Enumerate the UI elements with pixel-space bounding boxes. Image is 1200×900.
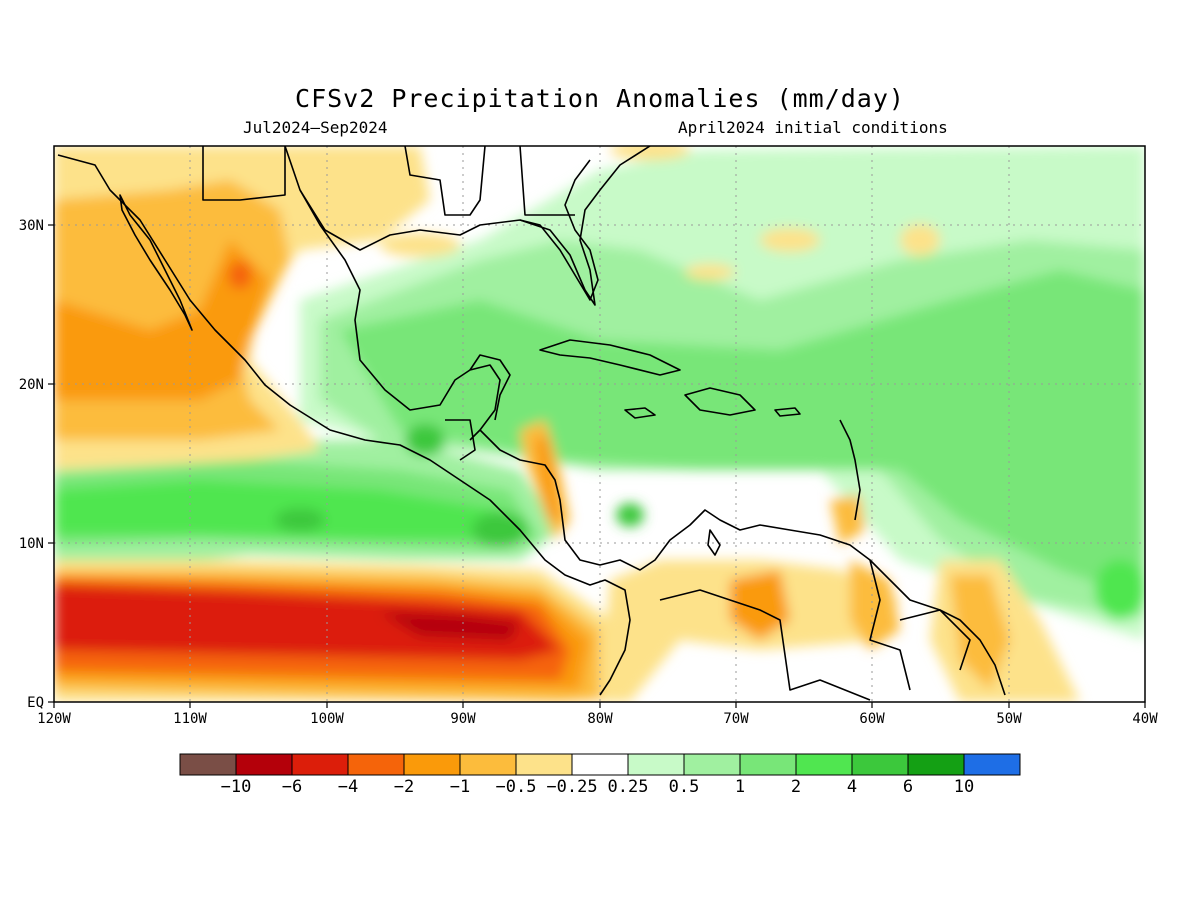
colorbar-swatch	[403, 753, 461, 776]
colorbar-label: 0.5	[669, 777, 700, 797]
colorbar-swatch	[179, 753, 237, 776]
colorbar-label: 2	[791, 777, 801, 797]
x-tick-label: 40W	[1132, 711, 1158, 727]
x-tick-label: 100W	[310, 711, 344, 727]
colorbar-swatch	[291, 753, 349, 776]
colorbar-label: 10	[954, 777, 974, 797]
x-tick-label: 120W	[37, 711, 71, 727]
x-tick-label: 60W	[859, 711, 885, 727]
colorbar-label: −0.25	[546, 777, 597, 797]
colorbar-swatch	[627, 753, 685, 776]
graticule	[54, 146, 1145, 702]
x-tick-labels: 120W 110W 100W 90W 80W 70W 60W 50W 40W	[37, 711, 1158, 727]
y-tick-label: 20N	[19, 377, 44, 393]
y-tick-label: 30N	[19, 218, 44, 234]
colorbar: −10 −6 −4 −2 −1 −0.5 −0.25 0.25 0.5 1 2 4 6 10	[179, 753, 1021, 797]
initial-conditions-subtitle: April2024 initial conditions	[678, 118, 948, 137]
y-tick-label: EQ	[27, 695, 44, 711]
colorbar-swatch	[795, 753, 853, 776]
colorbar-label: −4	[338, 777, 358, 797]
colorbar-swatch	[963, 753, 1021, 776]
x-tick-label: 110W	[173, 711, 207, 727]
x-tick-label: 70W	[723, 711, 749, 727]
y-tick-label: 10N	[19, 536, 44, 552]
colorbar-swatch	[235, 753, 293, 776]
colorbar-label: 1	[735, 777, 745, 797]
colorbar-label: −2	[394, 777, 414, 797]
colorbar-swatch	[515, 753, 573, 776]
colorbar-label: −6	[282, 777, 302, 797]
colorbar-swatch	[739, 753, 797, 776]
axis-ticks	[48, 224, 1146, 708]
colorbar-swatch	[347, 753, 405, 776]
coastlines	[57, 146, 1006, 701]
colorbar-swatch	[571, 753, 629, 776]
x-tick-label: 80W	[587, 711, 613, 727]
colorbar-label: −1	[450, 777, 470, 797]
period-subtitle: Jul2024–Sep2024	[243, 118, 388, 137]
colorbar-swatch	[851, 753, 909, 776]
colorbar-label: 6	[903, 777, 913, 797]
map-title: CFSv2 Precipitation Anomalies (mm/day)	[295, 84, 905, 113]
colorbar-label: 4	[847, 777, 857, 797]
colorbar-swatch	[683, 753, 741, 776]
colorbar-label: −0.5	[496, 777, 537, 797]
colorbar-swatch	[459, 753, 517, 776]
x-tick-label: 50W	[996, 711, 1022, 727]
colorbar-label: −10	[221, 777, 252, 797]
colorbar-swatch	[907, 753, 965, 776]
y-tick-labels: EQ 10N 20N 30N	[19, 218, 44, 711]
anomaly-field	[54, 146, 1145, 702]
x-tick-label: 90W	[450, 711, 476, 727]
colorbar-label: 0.25	[608, 777, 649, 797]
